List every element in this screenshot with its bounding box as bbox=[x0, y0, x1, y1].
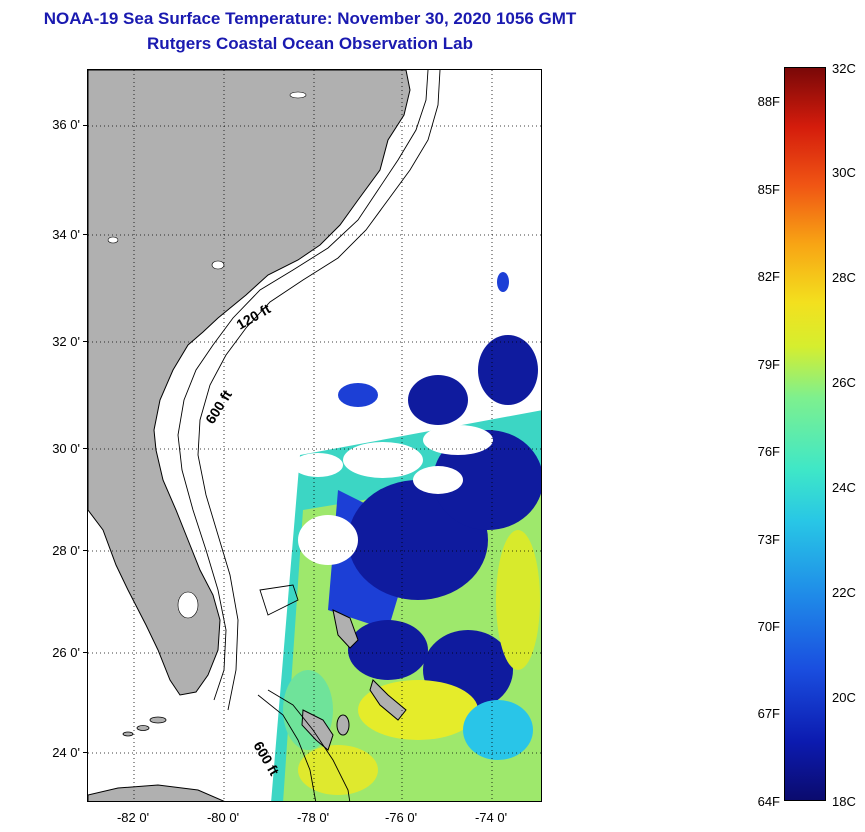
colorbar-c-28: 28C bbox=[832, 270, 856, 285]
lat-label-36: 36 0' bbox=[52, 117, 80, 132]
lon-label-80: -80 0' bbox=[206, 810, 240, 825]
colorbar-f-73: 73F bbox=[757, 532, 780, 547]
lat-tick bbox=[83, 125, 87, 126]
contour-label-600ft: 600 ft bbox=[202, 387, 235, 427]
cloud-mask bbox=[293, 425, 493, 565]
lat-label-28: 28 0' bbox=[52, 543, 80, 558]
lat-label-24: 24 0' bbox=[52, 745, 80, 760]
bathymetry-contours bbox=[177, 70, 441, 801]
lat-label-32: 32 0' bbox=[52, 334, 80, 349]
map-title: NOAA-19 Sea Surface Temperature: Novembe… bbox=[43, 9, 577, 28]
lon-label-76: -76 0' bbox=[384, 810, 418, 825]
sst-map-canvas: 120 ft 600 ft 600 ft bbox=[88, 70, 541, 801]
temperature-colorbar bbox=[784, 67, 826, 801]
colorbar-c-22: 22C bbox=[832, 585, 856, 600]
colorbar-c-18: 18C bbox=[832, 794, 856, 809]
colorbar-f-76: 76F bbox=[757, 444, 780, 459]
sst-map: 120 ft 600 ft 600 ft bbox=[87, 69, 542, 802]
us-coastline-land bbox=[88, 70, 411, 696]
lat-label-34: 34 0' bbox=[52, 227, 80, 242]
lat-tick bbox=[83, 448, 87, 449]
colorbar-f-79: 79F bbox=[757, 357, 780, 372]
lat-tick bbox=[83, 234, 87, 235]
colorbar-f-88: 88F bbox=[757, 94, 780, 109]
lon-label-74: -74 0' bbox=[474, 810, 508, 825]
lat-tick bbox=[83, 341, 87, 342]
inland-lakes bbox=[107, 91, 307, 619]
lat-tick bbox=[83, 752, 87, 753]
lat-label-26: 26 0' bbox=[52, 645, 80, 660]
colorbar-f-64: 64F bbox=[757, 794, 780, 809]
colorbar-f-82: 82F bbox=[757, 269, 780, 284]
contour-label-120ft: 120 ft bbox=[234, 300, 274, 332]
lon-label-82: -82 0' bbox=[116, 810, 150, 825]
cuba-land bbox=[88, 784, 225, 801]
colorbar-c-26: 26C bbox=[832, 375, 856, 390]
colorbar-f-70: 70F bbox=[757, 619, 780, 634]
colorbar-c-24: 24C bbox=[832, 480, 856, 495]
map-subtitle: Rutgers Coastal Ocean Observation Lab bbox=[147, 34, 473, 53]
bahamas-islands bbox=[301, 609, 407, 751]
lat-tick bbox=[83, 550, 87, 551]
colorbar-f-67: 67F bbox=[757, 706, 780, 721]
lat-tick bbox=[83, 652, 87, 653]
colorbar-c-32: 32C bbox=[832, 61, 856, 76]
colorbar-f-85: 85F bbox=[757, 182, 780, 197]
lon-label-78: -78 0' bbox=[296, 810, 330, 825]
colorbar-c-20: 20C bbox=[832, 690, 856, 705]
colorbar-c-30: 30C bbox=[832, 165, 856, 180]
lat-label-30: 30 0' bbox=[52, 441, 80, 456]
florida-keys bbox=[122, 716, 167, 737]
